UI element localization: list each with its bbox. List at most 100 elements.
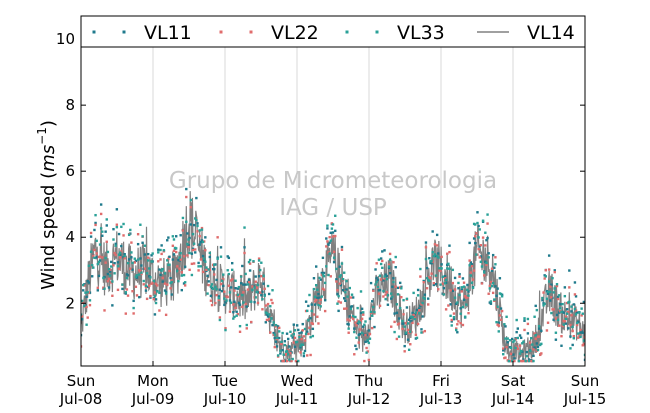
data-point-VL33: [241, 293, 244, 297]
data-point-VL11: [405, 306, 409, 309]
data-point-VL22: [241, 305, 244, 309]
data-point-VL11: [421, 315, 424, 318]
data-point-VL22: [556, 297, 560, 301]
data-point-VL11: [388, 271, 392, 275]
data-point-VL11: [116, 261, 120, 264]
data-point-VL33: [272, 321, 275, 324]
data-point-VL11: [297, 328, 300, 332]
data-point-VL33: [88, 299, 92, 302]
data-point-VL22: [104, 261, 107, 264]
data-point-VL11: [541, 299, 544, 302]
data-point-VL22: [181, 229, 185, 232]
data-point-VL22: [497, 324, 500, 327]
data-point-VL22: [532, 348, 535, 351]
data-point-VL11: [399, 281, 402, 285]
data-point-VL33: [311, 334, 315, 338]
data-point-VL33: [415, 336, 419, 340]
data-point-VL11: [496, 287, 499, 290]
data-point-VL22: [433, 243, 437, 246]
data-point-VL22: [522, 359, 525, 363]
data-point-VL33: [195, 218, 198, 222]
data-point-VL33: [555, 283, 559, 286]
data-point-VL33: [350, 293, 354, 296]
data-point-VL22: [147, 256, 150, 259]
legend-label-VL11: VL11: [144, 22, 192, 44]
data-point-VL11: [323, 299, 327, 302]
data-point-VL33: [550, 311, 553, 315]
data-point-VL22: [269, 331, 272, 334]
data-point-VL33: [354, 315, 357, 319]
data-point-VL22: [432, 281, 435, 285]
data-point-VL33: [208, 251, 211, 255]
data-point-VL33: [556, 318, 560, 321]
data-point-VL22: [485, 263, 488, 267]
data-point-VL22: [343, 307, 346, 310]
data-point-VL22: [98, 255, 102, 258]
x-tick-label-day-3: Wed: [281, 372, 314, 390]
data-point-VL11: [506, 341, 509, 344]
x-tick-label-day-0: Sun: [67, 372, 96, 390]
data-point-VL22: [560, 335, 563, 338]
data-point-VL33: [87, 264, 91, 267]
data-point-VL33: [159, 248, 162, 252]
data-point-VL22: [123, 257, 126, 260]
data-point-VL33: [421, 301, 424, 305]
data-point-VL11: [194, 251, 197, 254]
data-point-VL22: [544, 269, 547, 272]
data-point-VL11: [219, 246, 223, 249]
data-point-VL11: [321, 256, 325, 260]
data-point-VL11: [335, 278, 338, 281]
data-point-VL22: [427, 303, 430, 306]
data-point-VL22: [388, 252, 392, 256]
data-point-VL22: [204, 249, 207, 252]
data-point-VL33: [524, 359, 527, 363]
data-point-VL33: [182, 273, 186, 277]
data-point-VL33: [503, 323, 506, 326]
data-point-VL11: [188, 236, 191, 240]
data-point-VL33: [81, 299, 84, 303]
data-point-VL11: [315, 265, 318, 268]
data-point-VL11: [237, 301, 241, 305]
data-point-VL33: [199, 265, 203, 268]
data-point-VL22: [474, 235, 477, 238]
data-point-VL33: [369, 310, 373, 314]
data-point-VL22: [129, 267, 132, 270]
data-point-VL22: [439, 269, 442, 273]
data-point-VL33: [497, 330, 500, 333]
data-point-VL33: [234, 279, 237, 282]
data-point-VL33: [245, 323, 248, 327]
data-point-VL22: [572, 334, 575, 338]
data-point-VL22: [337, 300, 340, 303]
data-point-VL22: [375, 262, 378, 265]
data-point-VL33: [425, 276, 429, 280]
data-point-VL33: [546, 290, 550, 294]
data-point-VL33: [135, 274, 139, 277]
data-point-VL33: [499, 292, 503, 296]
data-point-VL33: [523, 317, 526, 320]
data-point-VL11: [574, 295, 578, 298]
x-tick-label-day-5: Fri: [432, 372, 450, 390]
data-point-VL11: [213, 267, 216, 271]
data-point-VL33: [177, 279, 180, 283]
data-point-VL33: [419, 267, 422, 271]
data-point-VL33: [552, 291, 555, 294]
data-point-VL11: [171, 258, 175, 261]
data-point-VL33: [191, 232, 195, 236]
data-point-VL11: [386, 303, 390, 306]
data-point-VL33: [478, 228, 481, 231]
data-point-VL22: [89, 231, 93, 235]
data-point-VL11: [140, 264, 143, 267]
data-point-VL33: [259, 268, 262, 272]
data-point-VL11: [110, 260, 113, 264]
data-point-VL11: [301, 322, 304, 326]
data-point-VL11: [425, 266, 429, 270]
data-point-VL33: [238, 324, 242, 328]
data-point-VL33: [507, 359, 511, 363]
data-point-VL33: [413, 317, 416, 321]
data-point-VL33: [457, 281, 460, 285]
data-point-VL33: [372, 305, 375, 309]
data-point-VL33: [120, 225, 123, 229]
data-point-VL11: [106, 272, 110, 276]
data-point-VL11: [519, 336, 523, 340]
